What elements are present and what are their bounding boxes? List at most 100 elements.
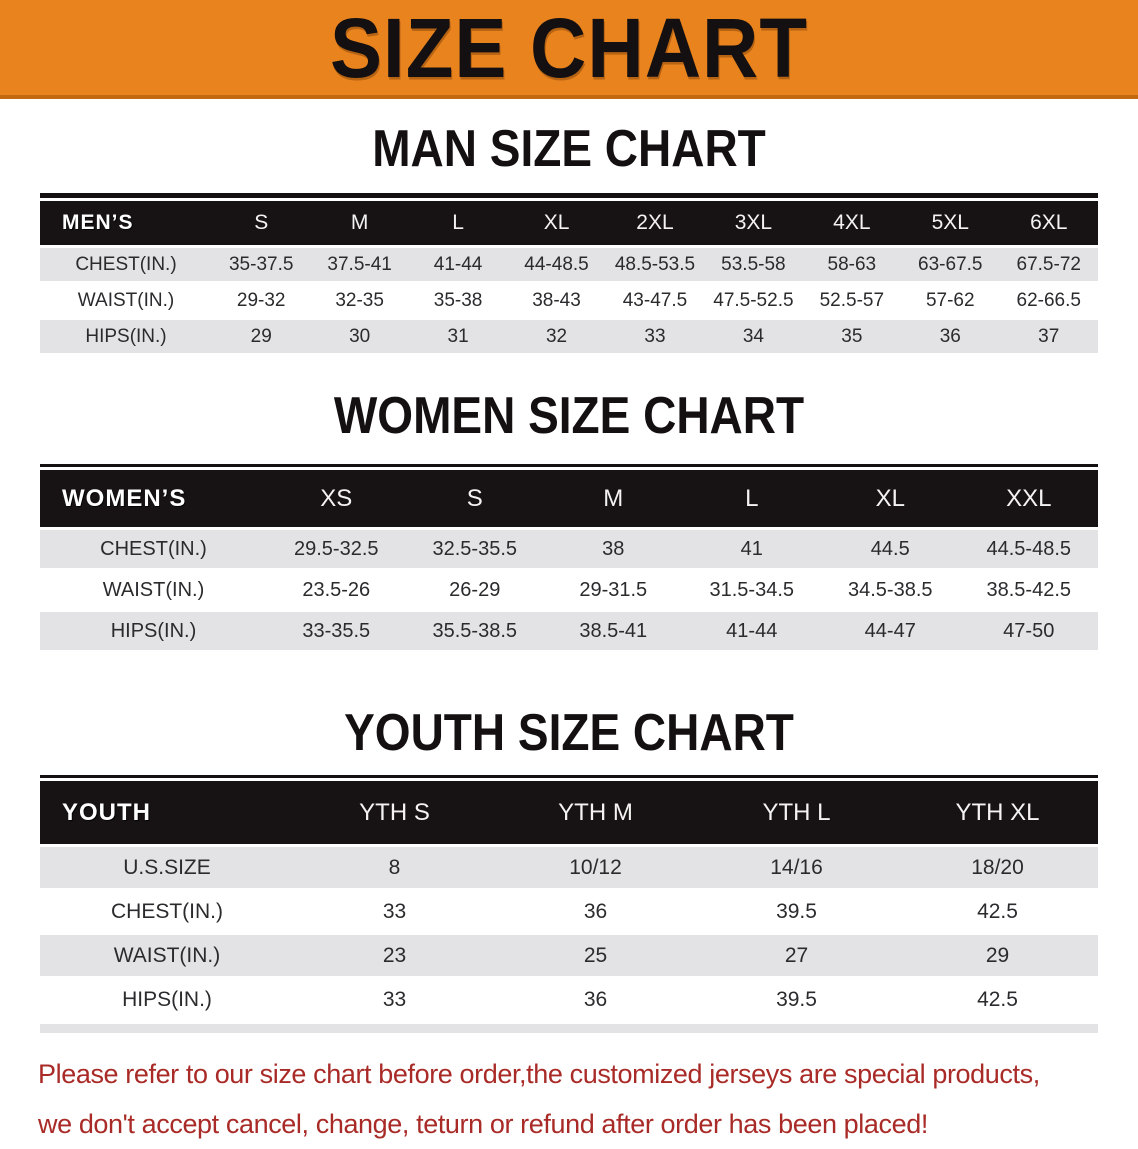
order-policy-note: Please refer to our size chart before or… (38, 1049, 1108, 1149)
women-size-table: WOMEN’S XS S M L XL XXL CHEST(IN.) 29.5-32.5 32.5… (40, 464, 1098, 653)
measurement-cell: 26-29 (405, 571, 544, 609)
measurement-cell: 36 (901, 320, 1000, 353)
measurement-cell: 32.5-35.5 (405, 530, 544, 568)
size-column-header: XL (507, 201, 606, 245)
order-policy-line-1: Please refer to our size chart before or… (38, 1059, 1040, 1089)
measurement-cell: 29.5-32.5 (267, 530, 406, 568)
measurement-cell: 32-35 (310, 284, 409, 317)
table-row: WAIST(IN.) 23.5-26 26-29 29-31.5 31.5-34.5 34… (40, 571, 1098, 609)
size-column-header: XS (267, 470, 406, 527)
size-column-header: YTH S (294, 781, 495, 844)
measurement-cell: 36 (495, 979, 696, 1020)
measurement-cell: 63-67.5 (901, 248, 1000, 281)
measurement-cell: 8 (294, 847, 495, 888)
measurement-cell: 25 (495, 935, 696, 976)
table-row: CHEST(IN.) 33 36 39.5 42.5 (40, 891, 1098, 932)
row-label: WAIST(IN.) (40, 284, 212, 317)
size-column-header: L (408, 201, 508, 245)
youth-section-heading: YOUTH SIZE CHART (344, 702, 794, 762)
measurement-cell: 47-50 (959, 612, 1098, 650)
measurement-cell: 37 (999, 320, 1098, 353)
men-size-table: MEN’S S M L XL 2XL 3XL 4XL 5XL 6XL CHEST(IN.) 35-37… (40, 193, 1098, 356)
measurement-cell: 35.5-38.5 (405, 612, 544, 650)
youth-size-table: YOUTH YTH S YTH M YTH L YTH XL U.S.SIZE 8 10/12… (40, 775, 1098, 1023)
measurement-cell: 31.5-34.5 (682, 571, 821, 609)
measurement-cell: 23.5-26 (267, 571, 406, 609)
row-label: WAIST(IN.) (40, 571, 267, 609)
size-column-header: 3XL (704, 201, 803, 245)
women-section-heading: WOMEN SIZE CHART (333, 385, 805, 445)
size-column-header: YTH XL (897, 781, 1098, 844)
measurement-cell: 23 (294, 935, 495, 976)
measurement-cell: 27 (696, 935, 897, 976)
measurement-cell: 38 (544, 530, 683, 568)
table-header-row: YOUTH YTH S YTH M YTH L YTH XL (40, 781, 1098, 844)
table-row: CHEST(IN.) 35-37.5 37.5-41 41-44 44-48.5 48.5… (40, 248, 1098, 281)
measurement-cell: 42.5 (897, 891, 1098, 932)
measurement-cell: 31 (408, 320, 508, 353)
measurement-cell: 41-44 (682, 612, 821, 650)
size-column-header: M (544, 470, 683, 527)
measurement-cell: 67.5-72 (999, 248, 1098, 281)
order-policy-line-2: we don't accept cancel, change, teturn o… (38, 1109, 928, 1139)
table-row: HIPS(IN.) 33-35.5 35.5-38.5 38.5-41 41-44 44-… (40, 612, 1098, 650)
measurement-cell: 34 (704, 320, 803, 353)
measurement-cell: 33-35.5 (267, 612, 406, 650)
measurement-cell: 41 (682, 530, 821, 568)
row-label: CHEST(IN.) (40, 248, 212, 281)
measurement-cell: 43-47.5 (605, 284, 705, 317)
table-row: U.S.SIZE 8 10/12 14/16 18/20 (40, 847, 1098, 888)
table-row: WAIST(IN.) 29-32 32-35 35-38 38-43 43-47.5 47.… (40, 284, 1098, 317)
measurement-cell: 30 (310, 320, 409, 353)
measurement-cell: 18/20 (897, 847, 1098, 888)
size-column-header: L (682, 470, 821, 527)
size-column-header: M (310, 201, 409, 245)
measurement-cell: 38-43 (507, 284, 606, 317)
measurement-cell: 29 (212, 320, 311, 353)
size-column-header: 2XL (605, 201, 705, 245)
page-title: SIZE CHART (330, 0, 808, 96)
size-column-header: S (405, 470, 544, 527)
measurement-cell: 42.5 (897, 979, 1098, 1020)
size-column-header: YTH M (495, 781, 696, 844)
table-row: HIPS(IN.) 33 36 39.5 42.5 (40, 979, 1098, 1020)
measurement-cell: 53.5-58 (704, 248, 803, 281)
row-label: CHEST(IN.) (40, 891, 294, 932)
measurement-cell: 33 (605, 320, 705, 353)
row-label: HIPS(IN.) (40, 320, 212, 353)
row-label: U.S.SIZE (40, 847, 294, 888)
measurement-cell: 58-63 (802, 248, 902, 281)
row-label: CHEST(IN.) (40, 530, 267, 568)
measurement-cell: 29 (897, 935, 1098, 976)
measurement-cell: 44-48.5 (507, 248, 606, 281)
row-label: HIPS(IN.) (40, 612, 267, 650)
measurement-cell: 29-31.5 (544, 571, 683, 609)
measurement-cell: 39.5 (696, 891, 897, 932)
row-label: WAIST(IN.) (40, 935, 294, 976)
youth-table-bottom-strip (40, 1024, 1098, 1033)
size-column-header: 4XL (802, 201, 902, 245)
table-row: CHEST(IN.) 29.5-32.5 32.5-35.5 38 41 44.5 44.5… (40, 530, 1098, 568)
measurement-cell: 57-62 (901, 284, 1000, 317)
measurement-cell: 38.5-41 (544, 612, 683, 650)
measurement-cell: 35-37.5 (212, 248, 311, 281)
measurement-cell: 33 (294, 979, 495, 1020)
table-header-row: WOMEN’S XS S M L XL XXL (40, 470, 1098, 527)
measurement-cell: 44.5 (821, 530, 960, 568)
table-corner-label: MEN’S (40, 201, 212, 245)
measurement-cell: 29-32 (212, 284, 311, 317)
size-column-header: 5XL (901, 201, 1000, 245)
size-chart-banner: SIZE CHART (0, 0, 1138, 99)
measurement-cell: 35-38 (408, 284, 508, 317)
measurement-cell: 33 (294, 891, 495, 932)
table-row: WAIST(IN.) 23 25 27 29 (40, 935, 1098, 976)
table-corner-label: WOMEN’S (40, 470, 267, 527)
measurement-cell: 44-47 (821, 612, 960, 650)
measurement-cell: 44.5-48.5 (959, 530, 1098, 568)
row-label: HIPS(IN.) (40, 979, 294, 1020)
measurement-cell: 34.5-38.5 (821, 571, 960, 609)
size-column-header: XXL (959, 470, 1098, 527)
measurement-cell: 35 (802, 320, 902, 353)
table-header-row: MEN’S S M L XL 2XL 3XL 4XL 5XL 6XL (40, 201, 1098, 245)
size-column-header: XL (821, 470, 960, 527)
